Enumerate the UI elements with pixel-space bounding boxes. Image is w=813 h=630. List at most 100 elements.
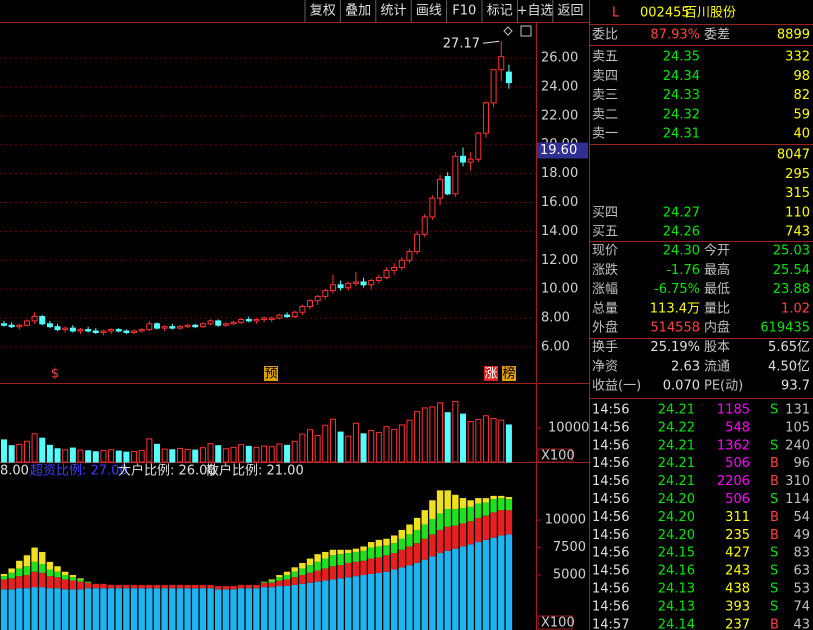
stacked-segment	[291, 571, 298, 578]
candle-body	[360, 281, 367, 286]
stacked-segment	[77, 578, 84, 580]
stacked-segment	[352, 551, 360, 562]
stacked-segment	[268, 579, 275, 581]
stacked-segment	[413, 529, 421, 544]
stacked-segment	[253, 584, 260, 589]
stacked-segment	[490, 495, 497, 500]
ask-price: 24.31	[663, 127, 700, 142]
candle-body	[123, 330, 130, 333]
stacked-segment	[429, 556, 436, 630]
tick-count: 105	[785, 420, 810, 435]
quote-label: 收益(一)	[592, 379, 641, 394]
stacked-segment	[107, 588, 115, 630]
stacked-segment	[360, 560, 367, 576]
tick-volume: 548	[725, 420, 750, 435]
stacked-segment	[329, 555, 337, 567]
stacked-segment	[84, 588, 92, 630]
icon[interactable]	[503, 26, 513, 36]
toolbar-button[interactable]: 叠加	[345, 4, 371, 19]
y-tick-label: 14.00	[541, 224, 578, 239]
volume-bar	[345, 435, 352, 463]
volume-bar	[467, 421, 474, 463]
toolbar-button[interactable]: 画线	[416, 4, 442, 19]
marker-box	[484, 366, 498, 381]
volume-bar	[414, 411, 421, 463]
candle-body	[322, 290, 329, 297]
stacked-segment	[207, 584, 214, 589]
stacked-segment	[421, 538, 428, 560]
stacked-segment	[207, 588, 214, 630]
volume-bar	[444, 412, 451, 463]
volume-bar	[108, 449, 115, 463]
toolbar-button[interactable]: 返回	[557, 4, 583, 19]
stacked-segment	[498, 510, 505, 536]
stacked-segment	[375, 539, 383, 547]
stacked-segment	[107, 584, 115, 589]
volume-bar	[314, 434, 321, 463]
tick-price: 24.21	[658, 403, 695, 418]
bid-label: 买五	[592, 225, 618, 240]
candle-body	[115, 329, 122, 332]
icon[interactable]	[520, 25, 532, 37]
unit-box	[537, 615, 573, 630]
stacked-segment	[8, 568, 15, 573]
candle-body	[467, 158, 474, 163]
stacked-segment	[0, 576, 8, 580]
candle-body	[460, 155, 466, 163]
stacked-segment	[467, 506, 474, 522]
toolbar-button[interactable]: 复权	[310, 3, 336, 19]
quote-label: 流通	[704, 359, 730, 374]
candle-body	[23, 320, 30, 326]
ask-label: 卖四	[592, 69, 618, 84]
stock-flag: L	[612, 6, 620, 21]
stacked-segment	[222, 586, 230, 590]
volume-bar	[421, 407, 428, 463]
volume-bar	[92, 451, 99, 463]
stacked-segment	[39, 572, 46, 588]
stacked-segment	[498, 495, 505, 499]
candle-body	[482, 102, 489, 134]
toolbar-button[interactable]: 统计	[380, 4, 406, 19]
candle-body	[1, 323, 7, 326]
tick-count: 74	[793, 599, 810, 614]
toolbar-button[interactable]: F10	[452, 4, 476, 19]
tick-volume: 506	[725, 456, 750, 471]
volume-bar	[39, 437, 46, 463]
stacked-segment	[54, 577, 61, 589]
tick-count: 54	[793, 510, 810, 525]
stacked-segment	[421, 559, 428, 630]
stacked-segment	[39, 564, 46, 573]
marker: 榜	[502, 366, 515, 382]
stacked-segment	[482, 539, 490, 630]
stacked-segment	[368, 547, 375, 559]
volume-bar	[482, 415, 489, 463]
toolbar-button[interactable]: +自选	[517, 4, 554, 19]
bid-volume: 315	[785, 186, 810, 201]
volume-bar	[146, 438, 153, 463]
stacked-segment	[184, 588, 191, 630]
field-value: 87.93%	[650, 28, 700, 43]
tick-price: 24.21	[658, 474, 695, 489]
stacked-segment	[505, 510, 513, 535]
stacked-segment	[69, 580, 77, 590]
stacked-segment	[299, 568, 306, 576]
stacked-segment	[276, 580, 283, 587]
stacked-segment	[306, 565, 314, 573]
stacked-segment	[444, 490, 451, 510]
candle-body	[16, 324, 23, 328]
tick-count: 96	[793, 456, 810, 471]
stacked-segment	[230, 586, 237, 590]
quote-value: 25.54	[773, 263, 810, 278]
stacked-segment	[237, 588, 245, 630]
tick-time: 14:56	[592, 546, 629, 561]
stacked-segment	[283, 579, 291, 587]
stacked-segment	[375, 572, 383, 630]
toolbar-button[interactable]: 标记	[487, 4, 513, 19]
unit-label: X100	[541, 449, 575, 464]
candle-body	[138, 329, 145, 332]
stacked-segment	[0, 589, 8, 630]
candle-body	[131, 330, 138, 333]
stacked-segment	[291, 577, 298, 585]
volume-bar	[299, 433, 306, 463]
